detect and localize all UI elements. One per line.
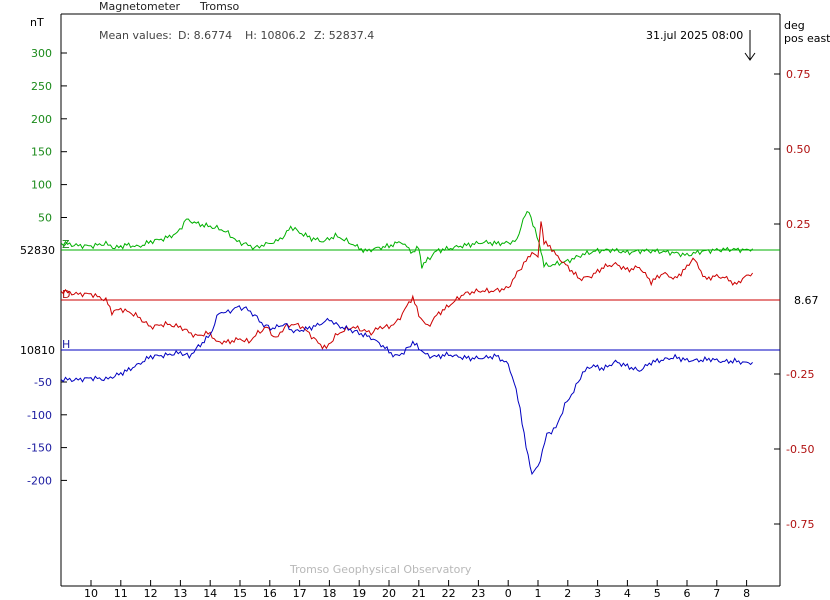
observatory-footer: Tromso Geophysical Observatory [289,563,472,576]
x-tick-label: 18 [322,587,336,600]
h-baseline-letter: H [62,338,70,351]
x-tick-label: 12 [144,587,158,600]
x-tick-label: 2 [564,587,571,600]
x-tick-label: 5 [654,587,661,600]
h-tick-label: -50 [34,376,52,389]
z-tick-label: 250 [31,80,52,93]
d-tick-label: -0.75 [786,518,814,531]
timestamp-label: 31.jul 2025 08:00 [646,29,743,42]
left-unit-label: nT [30,16,44,29]
series-line-h [60,305,753,476]
z-tick-label: 200 [31,113,52,126]
x-tick-label: 13 [173,587,187,600]
h-tick-label: -100 [27,409,52,422]
d-baseline-letter: D [62,288,70,301]
d-tick-label: 0.75 [786,68,811,81]
station-label: Tromso [199,0,240,13]
x-tick-label: 21 [412,587,426,600]
x-tick-label: 6 [684,587,691,600]
series-line-d [60,221,754,350]
series-layer [60,210,754,476]
right-unit-line2: pos east [784,32,830,45]
mean-d-value: D: 8.6774 [178,29,232,42]
instrument-label: Magnetometer [99,0,181,13]
d-baseline-value: 8.67 [794,294,819,307]
axis-ticks: 10 11 12 13 14 15 16 17 18 19 20 21 22 23 0 1 2 3 4 5 6 7 8300… [27,47,814,600]
mean-values-label: Mean values: [99,29,172,42]
d-tick-label: -0.50 [786,443,814,456]
series-line-z [60,210,753,269]
x-tick-label: 14 [203,587,217,600]
x-tick-label: 23 [471,587,485,600]
x-tick-label: 15 [233,587,247,600]
x-tick-label: 17 [293,587,307,600]
right-unit-line1: deg [784,19,805,32]
z-tick-label: 50 [38,212,52,225]
x-tick-label: 1 [535,587,542,600]
z-tick-label: 150 [31,146,52,159]
z-baseline-letter: Z [62,238,70,251]
z-baseline-value: 52830 [20,244,55,257]
x-tick-label: 16 [263,587,277,600]
mean-h-value: H: 10806.2 [245,29,306,42]
z-tick-label: 100 [31,179,52,192]
x-tick-label: 7 [713,587,720,600]
h-baseline-value: 10810 [20,344,55,357]
d-tick-label: -0.25 [786,368,814,381]
h-tick-label: -200 [27,474,52,487]
x-tick-label: 20 [382,587,396,600]
x-tick-label: 3 [594,587,601,600]
x-tick-label: 8 [743,587,750,600]
z-tick-label: 300 [31,47,52,60]
x-tick-label: 4 [624,587,631,600]
x-tick-label: 22 [442,587,456,600]
x-tick-label: 19 [352,587,366,600]
x-tick-label: 0 [505,587,512,600]
down-arrow-icon [744,30,756,61]
d-tick-label: 0.50 [786,143,811,156]
mean-z-value: Z: 52837.4 [314,29,374,42]
x-tick-label: 11 [114,587,128,600]
d-tick-label: 0.25 [786,218,811,231]
x-tick-label: 10 [84,587,98,600]
h-tick-label: -150 [27,442,52,455]
